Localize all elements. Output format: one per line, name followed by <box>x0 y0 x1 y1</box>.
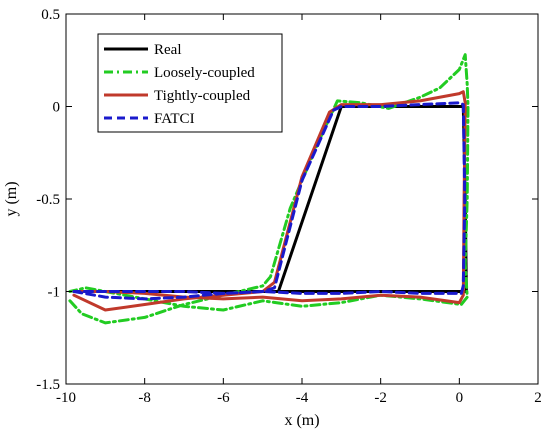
y-tick-label: -1 <box>48 285 61 301</box>
legend-label-0: Real <box>154 42 182 58</box>
x-axis-label: x (m) <box>284 412 319 429</box>
series-line-0 <box>72 105 468 293</box>
series-layer <box>68 53 470 325</box>
legend: Real Loosely-coupled Tightly-coupled FATCI <box>97 33 283 133</box>
ticks-layer: -10 -8 -6 -4 -2 0 2 -1.5 -1 -0.5 0 0.5 <box>36 7 542 406</box>
legend-label-2: Tightly-coupled <box>154 88 251 104</box>
series-line-1 <box>68 53 470 325</box>
legend-label-1: Loosely-coupled <box>154 65 255 81</box>
x-tick-label: -8 <box>138 390 151 406</box>
legend-label-3: FATCI <box>154 111 195 127</box>
x-tick-label: -10 <box>56 390 76 406</box>
y-tick-label: -0.5 <box>36 192 60 208</box>
x-tick-label: -2 <box>374 390 387 406</box>
x-tick-label: 2 <box>534 390 542 406</box>
y-tick-label: -1.5 <box>36 377 60 393</box>
x-tick-label: 0 <box>456 390 464 406</box>
x-tick-label: -4 <box>296 390 309 406</box>
x-tick-label: -6 <box>217 390 230 406</box>
series-line-3 <box>72 101 467 301</box>
y-tick-label: 0.5 <box>41 7 60 23</box>
y-axis-label: y (m) <box>3 181 20 216</box>
y-tick-label: 0 <box>53 100 61 116</box>
